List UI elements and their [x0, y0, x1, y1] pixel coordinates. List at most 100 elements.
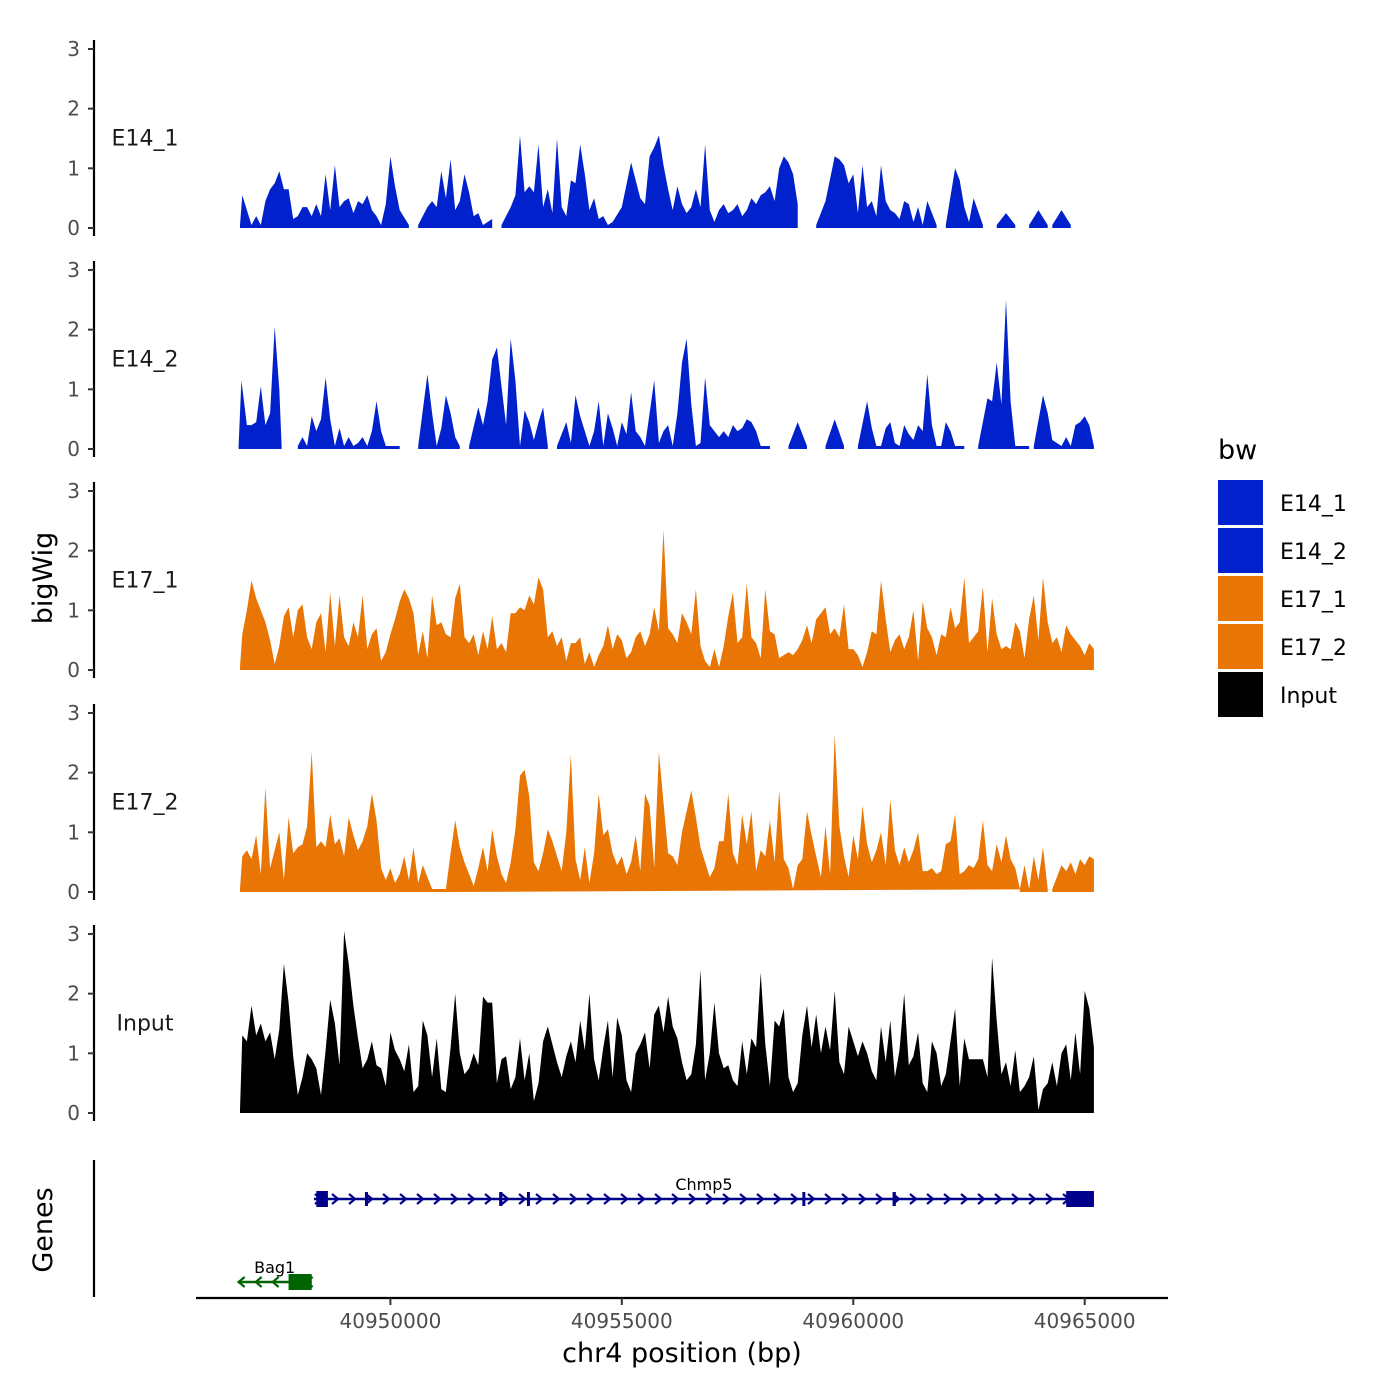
- y-tick-label: 0: [67, 1101, 80, 1125]
- strand-arrow: [824, 1193, 833, 1205]
- exon-chmp5-4: [802, 1192, 806, 1206]
- y-tick-label: 2: [67, 982, 80, 1006]
- strand-arrow: [586, 1193, 595, 1205]
- strand-arrow: [807, 1193, 816, 1205]
- area-e14-2-segment-2: [418, 374, 460, 449]
- strand-arrow: [270, 1276, 280, 1288]
- genes-axis-title: Genes: [28, 1187, 59, 1272]
- y-tick-label: 2: [67, 539, 80, 563]
- area-e14-2-segment-5: [788, 422, 807, 449]
- area-e14-2-segment-1: [297, 377, 400, 449]
- strand-arrow: [365, 1193, 374, 1205]
- legend-key-e17-2: [1218, 624, 1263, 669]
- y-axis-title: bigWig: [28, 532, 59, 625]
- strand-arrow: [552, 1193, 561, 1205]
- strand-arrow: [450, 1193, 459, 1205]
- gene-label-bag1: Bag1: [254, 1258, 295, 1277]
- exon-chmp5-3: [526, 1192, 530, 1206]
- track-e17-1: 0 1 2 3 E17_1: [67, 479, 1094, 682]
- y-tick-label: 2: [67, 97, 80, 121]
- area-e14-2-segment-8: [978, 299, 1030, 449]
- y-tick-label: 3: [67, 479, 80, 503]
- strand-arrow: [348, 1193, 357, 1205]
- track-input: 0 1 2 3 Input: [67, 922, 1094, 1125]
- track-label-e17-2: E17_2: [112, 790, 179, 815]
- legend-label-e14-1: E14_1: [1280, 492, 1347, 517]
- y-tick-label: 3: [67, 701, 80, 725]
- strand-arrow: [1028, 1193, 1037, 1205]
- x-axis-title: chr4 position (bp): [562, 1338, 802, 1369]
- legend: bw E14_1 E14_2 E17_1 E17_2 Input: [1218, 435, 1347, 717]
- strand-arrow: [399, 1193, 408, 1205]
- area-e14-2-segment-9: [1033, 395, 1094, 449]
- area-e14-1-segment-2: [501, 135, 798, 228]
- area-e14-1-segment-3: [816, 156, 937, 228]
- strand-arrow: [484, 1193, 493, 1205]
- track-e14-2: 0 1 2 3 E14_2: [67, 258, 1094, 461]
- track-label-e14-1: E14_1: [112, 126, 179, 151]
- area-e14-1-segment-1: [418, 159, 493, 228]
- y-tick-label: 0: [67, 658, 80, 682]
- strand-arrow: [994, 1193, 1003, 1205]
- strand-arrow: [467, 1193, 476, 1205]
- y-tick-label: 0: [67, 437, 80, 461]
- strand-arrow: [756, 1193, 765, 1205]
- strand-arrow: [722, 1193, 731, 1205]
- strand-arrow: [875, 1193, 884, 1205]
- exon-chmp5-5: [892, 1192, 896, 1206]
- strand-arrow: [416, 1193, 425, 1205]
- track-label-input: Input: [117, 1011, 174, 1036]
- strand-arrow: [433, 1193, 442, 1205]
- x-tick-label: 40965000: [1034, 1309, 1136, 1333]
- strand-arrow: [637, 1193, 646, 1205]
- gene-chmp5: Chmp5: [314, 1175, 1094, 1207]
- x-tick-label: 40950000: [340, 1309, 442, 1333]
- area-e17-2-segment-4: [1052, 856, 1094, 892]
- track-label-e14-2: E14_2: [112, 347, 179, 372]
- legend-label-e14-2: E14_2: [1280, 540, 1347, 565]
- legend-key-e17-1: [1218, 576, 1263, 621]
- y-tick-label: 0: [67, 216, 80, 240]
- track-panels: 0 1 2 3 E14_1 0 1 2 3 E14_2 0 1 2 3 E17_1 0 1 2 3 E17_2 0 1 2 3…: [67, 37, 1094, 1125]
- exon-chmp5-1: [364, 1192, 368, 1206]
- y-tick-label: 3: [67, 37, 80, 61]
- genes-track: Chmp5 Bag1: [92, 1160, 1094, 1297]
- area-e14-1-segment-6: [1029, 210, 1048, 228]
- strand-arrow: [518, 1193, 527, 1205]
- strand-arrow: [603, 1193, 612, 1205]
- strand-arrow: [705, 1193, 714, 1205]
- strand-arrow: [1045, 1193, 1054, 1205]
- y-tick-label: 2: [67, 761, 80, 785]
- y-tick-label: 1: [67, 820, 80, 844]
- legend-label-e17-1: E17_1: [1280, 588, 1347, 613]
- gene-label-chmp5: Chmp5: [675, 1175, 732, 1194]
- y-tick-label: 3: [67, 258, 80, 282]
- area-e17-1-segment-0: [240, 529, 1094, 670]
- strand-arrow: [501, 1193, 510, 1205]
- y-tick-label: 1: [67, 1041, 80, 1065]
- gene-bag1: Bag1: [236, 1258, 314, 1290]
- strand-arrow: [253, 1276, 263, 1288]
- area-e14-2-segment-3: [469, 338, 548, 449]
- y-tick-label: 2: [67, 318, 80, 342]
- strand-arrow: [739, 1193, 748, 1205]
- strand-arrow: [535, 1193, 544, 1205]
- strand-arrow: [790, 1193, 799, 1205]
- area-e14-1-segment-7: [1052, 210, 1071, 228]
- area-e17-2-segment-3: [1029, 847, 1048, 892]
- area-e14-2-segment-4: [557, 338, 770, 449]
- area-e14-2-segment-6: [825, 419, 844, 449]
- strand-arrow: [654, 1193, 663, 1205]
- strand-arrow: [909, 1193, 918, 1205]
- area-e17-2-segment-2: [1019, 865, 1030, 892]
- area-e17-2-segment-0: [240, 751, 446, 892]
- exon-chmp5-2: [499, 1192, 503, 1206]
- strand-arrow: [382, 1193, 391, 1205]
- strand-arrow: [977, 1193, 986, 1205]
- y-tick-label: 0: [67, 880, 80, 904]
- legend-label-e17-2: E17_2: [1280, 636, 1347, 661]
- area-input-segment-0: [240, 931, 1094, 1113]
- strand-arrow: [620, 1193, 629, 1205]
- exon-bag1-0: [288, 1274, 312, 1290]
